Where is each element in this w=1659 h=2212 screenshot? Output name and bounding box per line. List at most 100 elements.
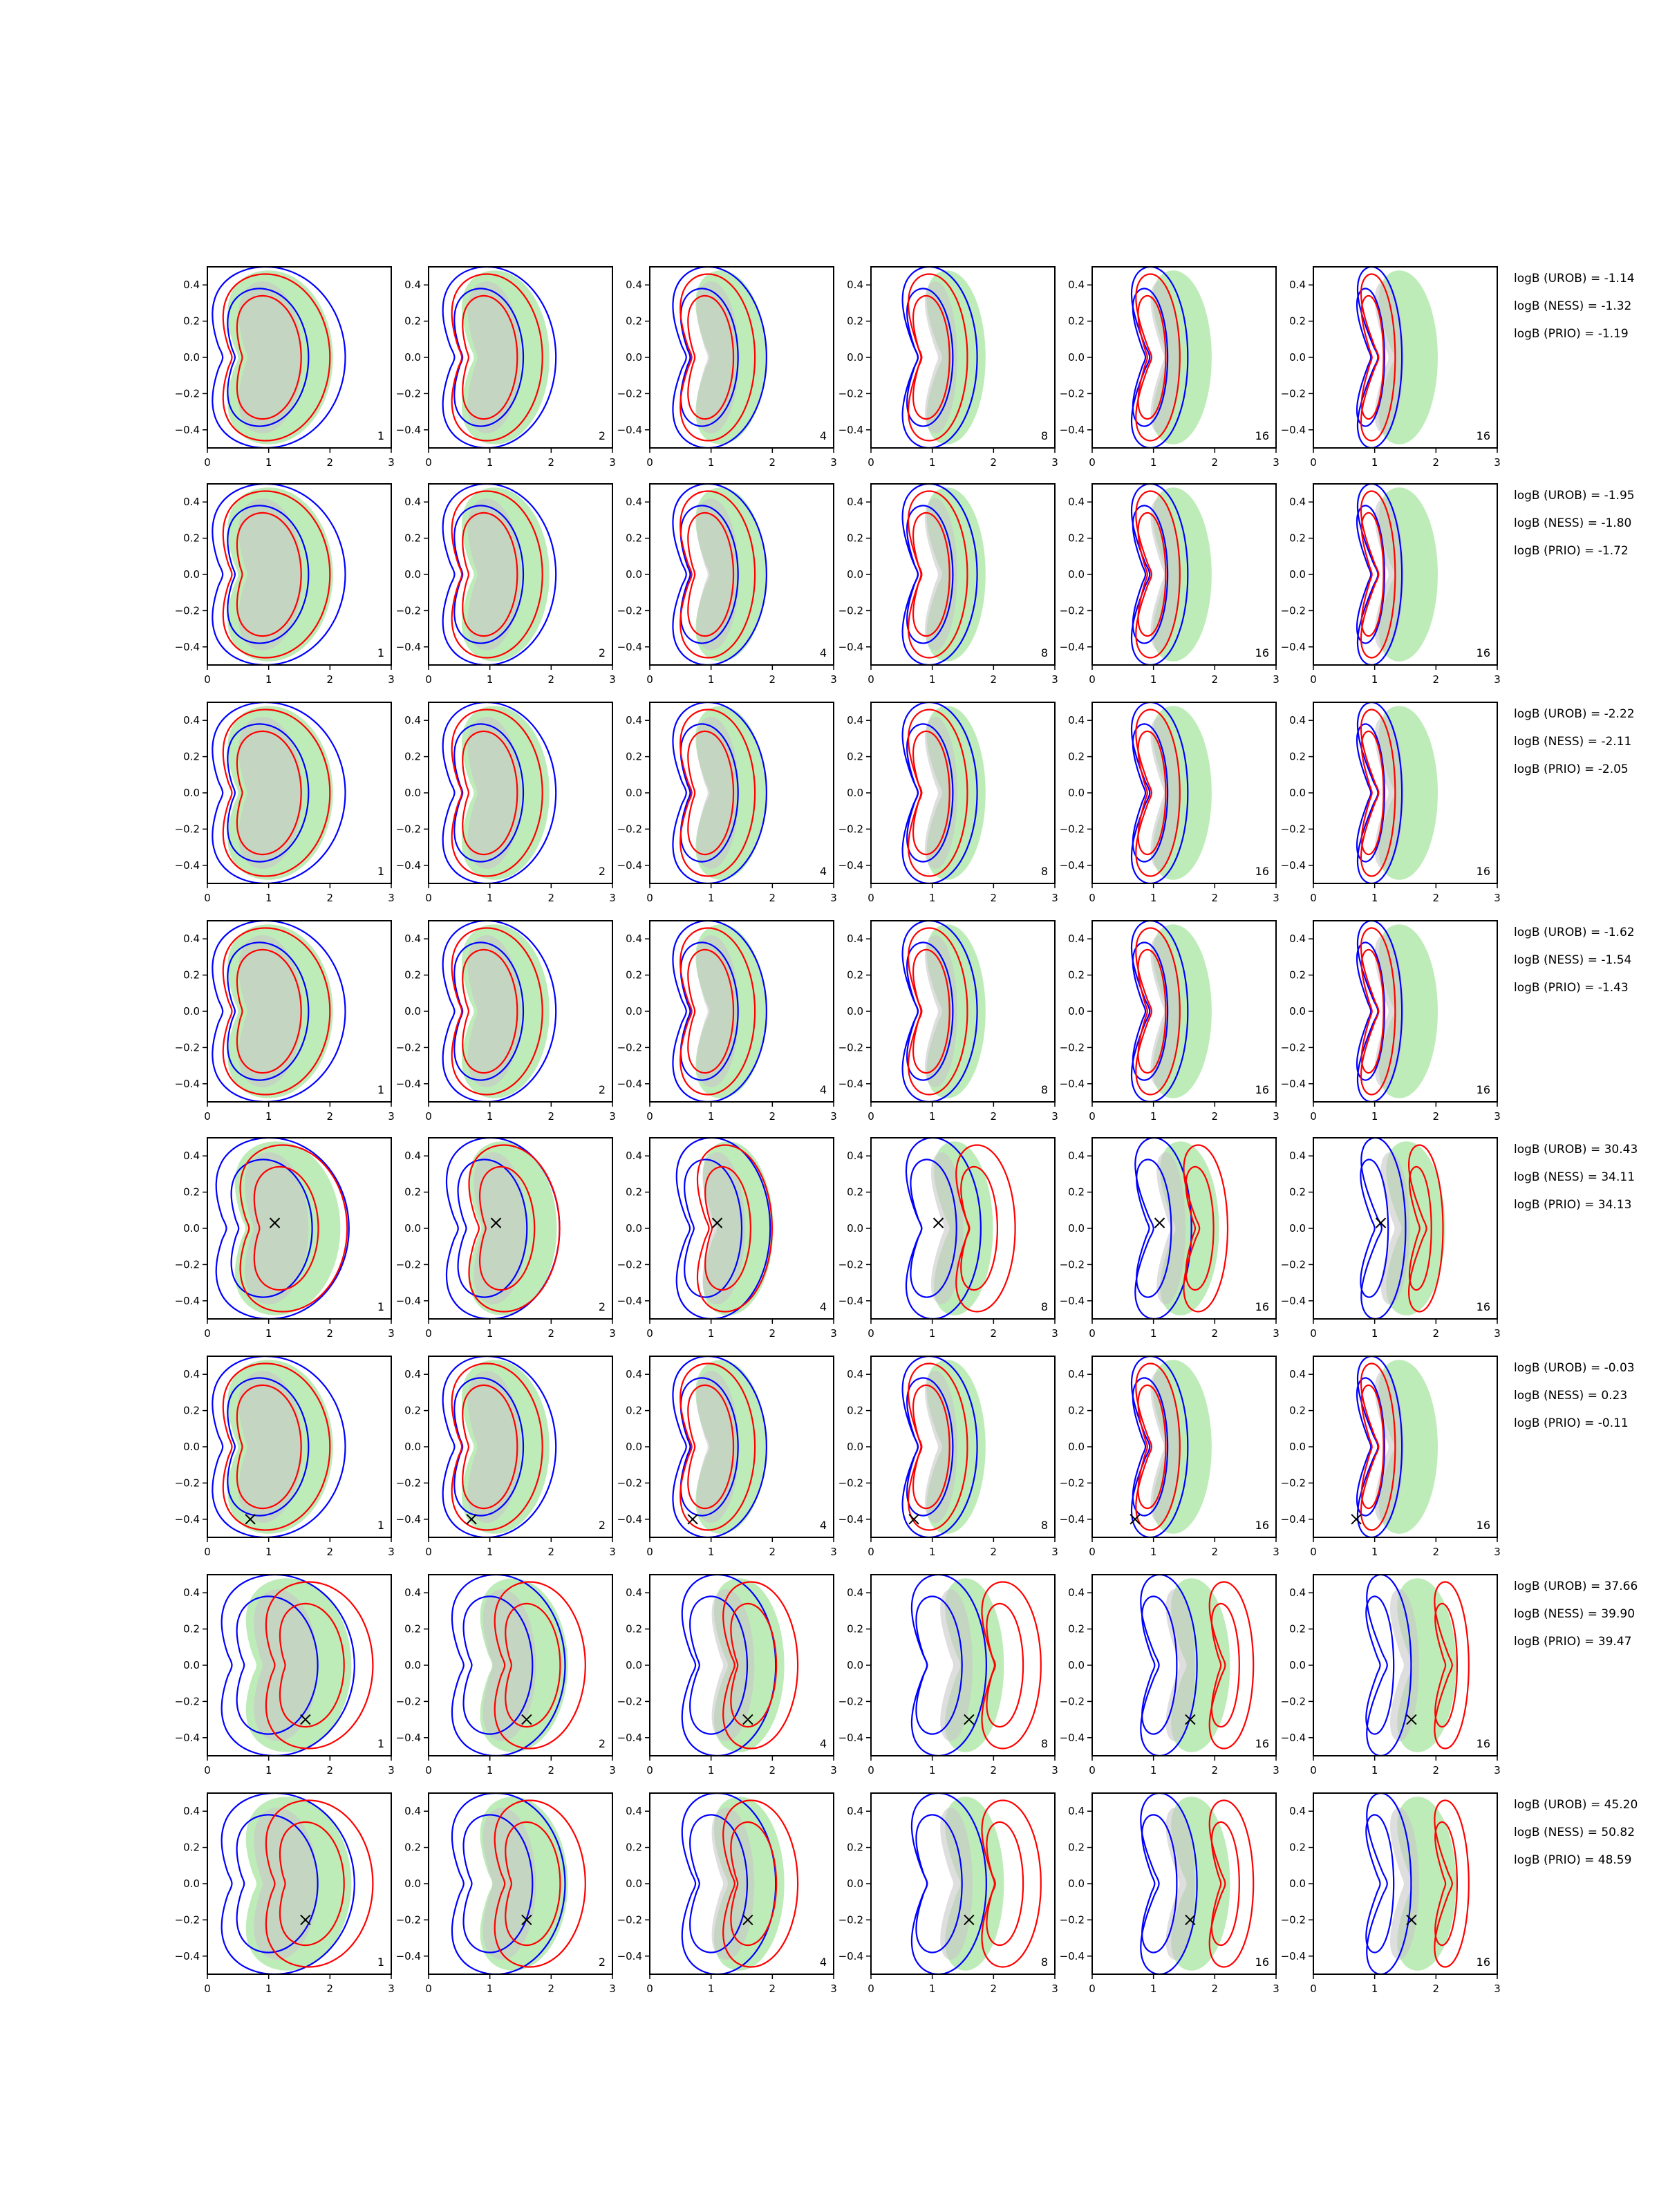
panel-number-label: 2 [599, 1956, 606, 1969]
row-5-stats: logB (UROB) = 30.43 logB (NESS) = 34.11 lo… [1514, 1143, 1638, 1212]
contour-area [442, 484, 557, 665]
panel-number-label: 1 [377, 1519, 384, 1532]
blue-contour-line [672, 1356, 768, 1537]
x-tick-label: 1 [929, 1764, 936, 1777]
x-tick-label: 2 [1212, 1983, 1219, 1995]
inner-density-fill [467, 281, 521, 433]
y-tick-label: −0.2 [396, 1258, 421, 1271]
inner-density-fill [696, 717, 739, 869]
x-tick-label: 2 [991, 1327, 997, 1340]
blue-contour-line [689, 1595, 749, 1735]
panel-number-label: 4 [820, 429, 827, 442]
x-tick-label: 1 [487, 1764, 494, 1777]
panel-r8-c6: 0 1 2 3 0.4 0.2 0.0 −0.2 −0.4 16 [1281, 1792, 1501, 1995]
y-tick-label: 0.2 [183, 1841, 200, 1854]
y-tick-label: 0.0 [1289, 1659, 1306, 1671]
y-tick-label: 0.4 [183, 1150, 200, 1162]
x-tick-label: 3 [1051, 892, 1058, 904]
red-contour-line [451, 927, 543, 1096]
blue-contour-line [672, 702, 768, 883]
y-tick-label: 0.0 [183, 1441, 200, 1453]
y-tick-label: −0.2 [1060, 1258, 1085, 1271]
red-contour-line [236, 948, 302, 1074]
x-tick-label: 2 [1212, 1110, 1219, 1123]
blue-contour-line [451, 1575, 566, 1756]
y-tick-label: −0.4 [617, 1295, 642, 1307]
contour-area [1365, 1793, 1470, 1974]
x-tick-label: 2 [548, 1546, 555, 1558]
panel-r4-c1: 0 1 2 3 0.4 0.2 0.0 −0.2 −0.4 1 [175, 920, 395, 1123]
x-tick-label: 1 [708, 892, 715, 904]
y-tick-label: 0.0 [847, 787, 863, 799]
y-tick-label: −0.4 [838, 1950, 863, 1962]
red-contour-line [1210, 1821, 1240, 1947]
red-contour-line [462, 512, 518, 637]
x-tick-label: 0 [425, 1546, 432, 1558]
panel-number-label: 8 [1041, 646, 1048, 659]
panel-number-label: 4 [820, 1300, 827, 1313]
red-contour-line [1185, 1165, 1215, 1291]
y-tick-label: 0.4 [626, 1805, 642, 1817]
contour-area [1356, 484, 1438, 665]
x-tick-label: 0 [646, 1546, 653, 1558]
y-tick-label: −0.4 [617, 859, 642, 872]
row-6-stats: logB (UROB) = -0.03 logB (NESS) = 0.23 log… [1514, 1361, 1635, 1430]
x-tick-label: 1 [487, 1983, 494, 1995]
y-tick-label: −0.4 [1060, 1295, 1085, 1307]
x-tick-label: 2 [548, 1327, 555, 1340]
y-tick-label: −0.4 [838, 1078, 863, 1090]
y-tick-label: 0.2 [404, 1841, 421, 1854]
contour-area [1356, 1356, 1438, 1537]
x-tick-label: 1 [1371, 1110, 1378, 1123]
blue-contour-line [681, 1793, 777, 1974]
y-tick-label: 0.2 [1068, 1841, 1085, 1854]
log-bayes-factor-text: logB (NESS) = -2.11 [1514, 735, 1631, 749]
y-tick-label: −0.2 [1060, 387, 1085, 400]
blue-contour-line [1132, 288, 1169, 427]
y-tick-label: 0.4 [404, 1368, 421, 1380]
y-tick-label: 0.0 [1068, 1877, 1085, 1890]
y-tick-label: −0.2 [175, 604, 200, 617]
x-tick-label: 3 [1273, 1764, 1280, 1777]
blue-contour-line [236, 1814, 319, 1953]
y-tick-label: −0.4 [617, 1078, 642, 1090]
contour-area [212, 921, 346, 1102]
red-contour-line [1208, 1799, 1255, 1968]
contour-area [445, 1138, 561, 1319]
x-tick-label: 0 [1089, 1764, 1096, 1777]
contour-area [451, 1575, 586, 1756]
log-bayes-factor-text: logB (UROB) = 37.66 [1514, 1580, 1638, 1593]
blue-contour-line [215, 1138, 350, 1319]
contour-area [212, 484, 346, 665]
y-tick-label: 0.4 [847, 496, 863, 508]
contour-area [212, 1356, 346, 1537]
x-tick-label: 1 [1150, 1983, 1157, 1995]
contour-area [1365, 1575, 1470, 1756]
x-tick-label: 0 [425, 1327, 432, 1340]
x-tick-label: 3 [830, 456, 837, 469]
blue-contour-line [1130, 921, 1189, 1102]
log-bayes-factor-text: logB (NESS) = 34.11 [1514, 1170, 1635, 1184]
panel-r5-c3: 0 1 2 3 0.4 0.2 0.0 −0.2 −0.4 4 [617, 1137, 837, 1340]
red-contour-line [1360, 1362, 1396, 1531]
blue-contour-line [227, 288, 310, 427]
y-tick-label: 0.4 [626, 279, 642, 291]
y-tick-label: 0.0 [183, 568, 200, 581]
red-contour-line [279, 1821, 345, 1947]
y-tick-label: −0.4 [396, 859, 421, 872]
log-bayes-factor-text: logB (PRIO) = -1.43 [1514, 981, 1629, 995]
log-bayes-factor-text: logB (UROB) = -1.14 [1514, 272, 1635, 285]
y-tick-label: 0.2 [404, 532, 421, 545]
y-tick-label: −0.2 [838, 604, 863, 617]
y-tick-label: −0.2 [396, 604, 421, 617]
y-tick-label: −0.4 [396, 424, 421, 436]
x-tick-label: 2 [769, 673, 776, 686]
red-contour-line [722, 1799, 799, 1968]
y-tick-label: −0.4 [396, 1732, 421, 1744]
contour-area [901, 702, 986, 883]
red-contour-line [687, 1384, 735, 1510]
x-tick-label: 0 [868, 1327, 874, 1340]
x-tick-label: 3 [1273, 673, 1280, 686]
panel-r2-c2: 0 1 2 3 0.4 0.2 0.0 −0.2 −0.4 2 [396, 483, 616, 686]
panel-r1-c3: 0 1 2 3 0.4 0.2 0.0 −0.2 −0.4 4 [617, 266, 837, 469]
